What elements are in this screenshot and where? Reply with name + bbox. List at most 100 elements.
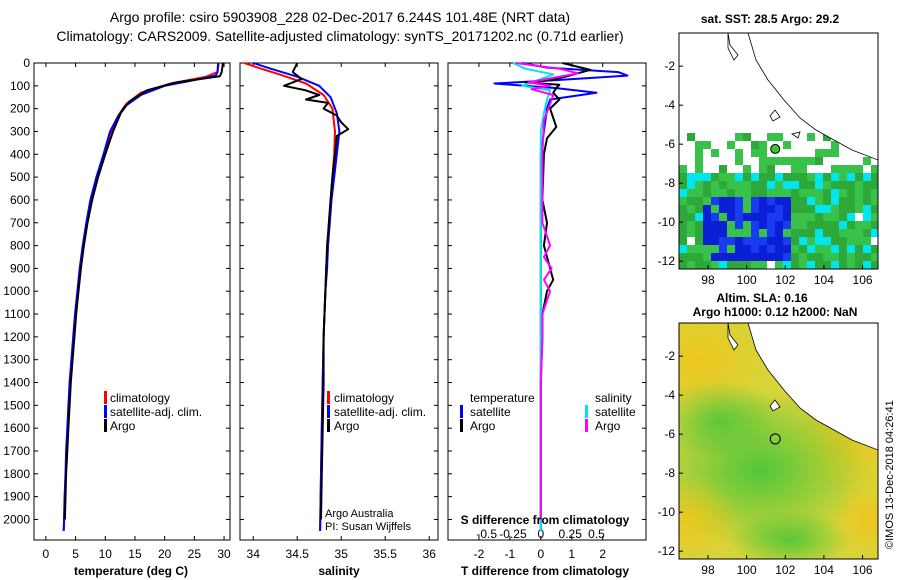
sst-cell	[799, 237, 807, 245]
y-tick-label: 1000	[3, 284, 30, 298]
map-y-tick-label: -10	[658, 505, 676, 519]
sst-cell	[719, 173, 727, 181]
sst-cell	[751, 205, 759, 213]
sst-cell	[863, 213, 871, 221]
sst-cell	[719, 189, 727, 197]
series-line	[62, 62, 220, 531]
sst-cell	[855, 237, 863, 245]
sst-cell	[695, 189, 703, 197]
sst-cell	[711, 229, 719, 237]
sst-cell	[839, 173, 847, 181]
sst-cell	[735, 221, 743, 229]
sst-cell	[863, 245, 871, 253]
sst-cell	[711, 237, 719, 245]
map-y-tick-label: -2	[664, 59, 675, 73]
sst-cell	[855, 165, 863, 173]
sst-cell	[751, 229, 759, 237]
legend-label-satellite: satellite-adj. clim.	[110, 405, 202, 419]
series-line	[283, 62, 350, 520]
sst-cell	[727, 141, 735, 149]
s-diff-tick-label: 0	[537, 527, 544, 541]
legend-swatch-climatology	[104, 391, 107, 404]
sst-cell	[807, 181, 815, 189]
sst-field	[679, 133, 878, 269]
sst-cell	[775, 261, 783, 269]
sst-cell	[743, 213, 751, 221]
temperature-xlabel: temperature (deg C)	[74, 564, 188, 578]
sst-cell	[783, 261, 791, 269]
sst-cell	[695, 213, 703, 221]
temperature-legend: climatology satellite-adj. clim. Argo	[104, 391, 202, 433]
sst-cell	[855, 229, 863, 237]
x-tick-label: 5	[72, 547, 79, 561]
sst-cell	[839, 261, 847, 269]
sst-cell	[823, 149, 831, 157]
x-tick-label: 34	[247, 547, 261, 561]
sst-cell	[703, 213, 711, 221]
x-tick-label: 2	[599, 547, 606, 561]
legend-swatch-s-satellite	[585, 405, 588, 418]
sst-cell	[847, 189, 855, 197]
sst-cell	[783, 197, 791, 205]
sst-cell	[735, 261, 743, 269]
sst-cell	[791, 165, 799, 173]
sst-cell	[855, 181, 863, 189]
sst-cell	[807, 205, 815, 213]
sst-cell	[735, 189, 743, 197]
sst-cell	[719, 237, 727, 245]
sst-cell	[735, 149, 743, 157]
sst-cell	[855, 261, 863, 269]
sst-cell	[823, 213, 831, 221]
sst-cell	[775, 181, 783, 189]
sst-cell	[703, 229, 711, 237]
sst-cell	[871, 221, 878, 229]
sst-cell	[823, 253, 831, 261]
map-x-tick-label: 106	[853, 563, 873, 577]
title-line-1: Argo profile: csiro 5903908_228 02-Dec-2…	[110, 9, 570, 25]
x-tick-label: 1	[568, 547, 575, 561]
sst-cell	[759, 261, 767, 269]
sst-cell	[719, 213, 727, 221]
x-tick-label: -2	[474, 547, 485, 561]
sst-cell	[735, 133, 743, 141]
sst-cell	[839, 245, 847, 253]
sst-cell	[687, 213, 695, 221]
sst-cell	[687, 173, 695, 181]
legend-label-argo: Argo	[110, 419, 136, 433]
sst-cell	[847, 205, 855, 213]
sst-cell	[815, 261, 823, 269]
sst-cell	[743, 221, 751, 229]
sst-cell	[767, 189, 775, 197]
sst-cell	[855, 197, 863, 205]
y-tick-label: 300	[10, 124, 30, 138]
sst-cell	[823, 261, 831, 269]
y-tick-label: 1300	[3, 353, 30, 367]
sst-cell	[759, 181, 767, 189]
sst-cell	[831, 173, 839, 181]
salinity-xlabel: salinity	[318, 564, 360, 578]
sst-cell	[863, 253, 871, 261]
salinity-legend: climatology satellite-adj. clim. Argo Ar…	[325, 391, 426, 533]
y-tick-label: 500	[10, 170, 30, 184]
sst-cell	[823, 189, 831, 197]
sst-cell	[847, 181, 855, 189]
sdiff-xlabel: S difference from climatology	[461, 513, 630, 527]
sst-cell	[815, 245, 823, 253]
argo-position-ring	[769, 433, 781, 445]
sst-cell	[823, 237, 831, 245]
legend-swatch-argo	[327, 419, 330, 432]
x-tick-label: 0	[43, 547, 50, 561]
sst-cell	[775, 237, 783, 245]
title-line-2: Climatology: CARS2009. Satellite-adjuste…	[56, 28, 623, 44]
sst-cell	[767, 181, 775, 189]
sst-cell	[831, 141, 839, 149]
sst-cell	[863, 221, 871, 229]
sst-cell	[871, 229, 878, 237]
sst-cell	[815, 237, 823, 245]
map-y-tick-label: -10	[658, 215, 676, 229]
sst-cell	[759, 197, 767, 205]
sst-cell	[791, 237, 799, 245]
sst-cell	[799, 173, 807, 181]
sst-cell	[687, 237, 695, 245]
